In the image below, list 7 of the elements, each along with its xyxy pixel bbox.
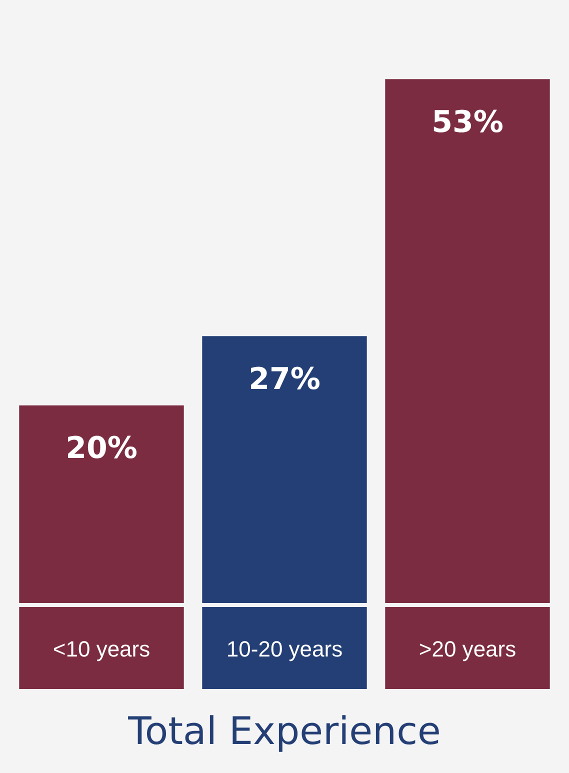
x-tick-label: 10-20 years: [226, 636, 343, 662]
data-label: 20%: [66, 431, 138, 466]
data-label: 53%: [432, 104, 504, 140]
data-label: 27%: [248, 362, 320, 397]
text: Total Experience: [127, 709, 441, 754]
x-tick-label: >20 years: [418, 636, 516, 662]
x-tick-label: <10 years: [52, 636, 150, 662]
